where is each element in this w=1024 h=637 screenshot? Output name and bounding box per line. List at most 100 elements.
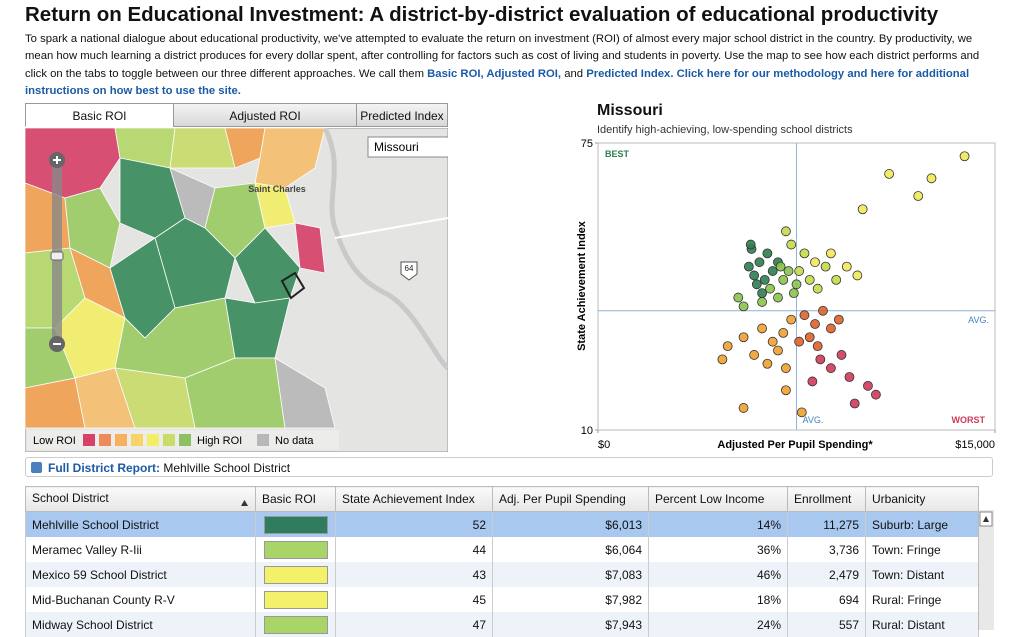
data-point <box>795 337 804 346</box>
data-point <box>766 284 775 293</box>
info-icon <box>31 462 42 473</box>
data-point <box>768 267 777 276</box>
data-point <box>758 324 767 333</box>
table-cell: 2,479 <box>788 562 866 587</box>
data-point <box>752 280 761 289</box>
map[interactable]: Saint Charles 64 Missouri Low ROI High R… <box>25 128 448 452</box>
intro-link[interactable]: Click here for our methodology <box>677 68 845 80</box>
legend-label: High ROI <box>197 435 242 447</box>
column-title: Enrollment <box>794 492 851 506</box>
roi-cell <box>256 512 336 538</box>
column-title: State Achievement Index <box>342 492 475 506</box>
select-value: Missouri <box>374 140 419 154</box>
column-header[interactable]: Percent Low Income <box>649 487 788 512</box>
table-cell: 47 <box>336 612 493 637</box>
data-point <box>784 267 793 276</box>
legend-swatch <box>115 434 127 446</box>
table-cell: $6,064 <box>493 537 649 562</box>
table-cell: Mexico 59 School District <box>26 562 256 587</box>
report-link[interactable]: Full District Report: <box>48 461 160 475</box>
tab[interactable]: Basic ROI <box>25 103 173 127</box>
column-header[interactable]: Basic ROI <box>256 487 336 512</box>
table-cell: 45 <box>336 587 493 612</box>
column-header[interactable]: Adj. Per Pupil Spending <box>493 487 649 512</box>
data-point <box>834 315 843 324</box>
data-point <box>763 249 772 258</box>
data-point <box>718 355 727 364</box>
page-title: Return on Educational Investment: A dist… <box>25 3 938 27</box>
table-cell: Town: Distant <box>866 562 979 587</box>
data-point <box>885 169 894 178</box>
y-tick-label: 10 <box>581 425 593 437</box>
scrollbar[interactable] <box>978 510 994 630</box>
data-point <box>795 267 804 276</box>
report-district: Mehlville School District <box>163 461 290 475</box>
intro-link[interactable]: Predicted Index. <box>586 68 673 80</box>
data-point <box>858 205 867 214</box>
avg-label: AVG. <box>803 415 824 425</box>
data-point <box>734 293 743 302</box>
data-point <box>821 262 830 271</box>
avg-label: AVG. <box>968 315 989 325</box>
district[interactable] <box>170 128 235 168</box>
legend-swatch <box>83 434 95 446</box>
map-label: 64 <box>405 264 414 273</box>
worst-label: WORST <box>952 415 986 425</box>
legend-swatch <box>257 434 269 446</box>
data-point <box>758 289 767 298</box>
column-header[interactable]: School District <box>26 487 256 512</box>
table-cell: 557 <box>788 612 866 637</box>
data-point <box>818 306 827 315</box>
legend-swatch <box>179 434 191 446</box>
district-report[interactable]: Full District Report: Mehlville School D… <box>25 457 993 477</box>
data-point <box>813 284 822 293</box>
data-point <box>805 275 814 284</box>
column-header[interactable]: State Achievement Index <box>336 487 493 512</box>
table-cell: Town: Fringe <box>866 537 979 562</box>
data-point <box>787 240 796 249</box>
column-header[interactable]: Enrollment <box>788 487 866 512</box>
table-cell: 14% <box>649 512 788 538</box>
intro-link[interactable]: Basic ROI, Adjusted ROI, <box>427 68 561 80</box>
roi-swatch <box>264 541 328 559</box>
legend-label: Low ROI <box>33 435 76 447</box>
column-header[interactable]: Urbanicity <box>866 487 979 512</box>
table-cell: 46% <box>649 562 788 587</box>
x-axis-label: Adjusted Per Pupil Spending* <box>717 439 873 451</box>
data-point <box>871 390 880 399</box>
map-label: Saint Charles <box>248 184 306 194</box>
data-point <box>781 227 790 236</box>
data-point <box>826 249 835 258</box>
data-point <box>763 359 772 368</box>
scroll-up[interactable] <box>979 510 994 530</box>
roi-swatch <box>264 616 328 634</box>
table-cell: 18% <box>649 587 788 612</box>
data-point <box>914 191 923 200</box>
legend-label: No data <box>275 435 314 447</box>
data-point <box>816 355 825 364</box>
tab[interactable]: Predicted Index <box>356 103 448 127</box>
legend-swatch <box>163 434 175 446</box>
data-point <box>781 386 790 395</box>
data-point <box>789 289 798 298</box>
roi-cell <box>256 537 336 562</box>
data-point <box>758 297 767 306</box>
district[interactable] <box>295 223 325 273</box>
tab[interactable]: Adjusted ROI <box>173 103 356 127</box>
data-point <box>850 399 859 408</box>
data-point <box>808 377 817 386</box>
state-select[interactable]: Missouri <box>368 137 448 157</box>
zoom-handle[interactable] <box>51 252 63 260</box>
table-cell: $7,083 <box>493 562 649 587</box>
x-tick-label: $15,000 <box>955 439 995 451</box>
legend-swatch <box>147 434 159 446</box>
data-point <box>750 350 759 359</box>
